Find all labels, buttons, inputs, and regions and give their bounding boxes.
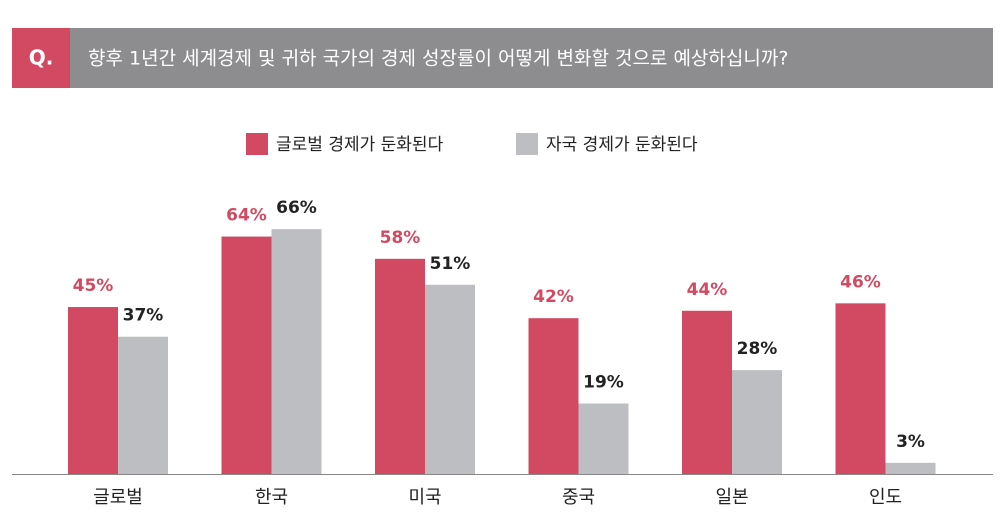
bar [528,318,579,474]
x-tick-label: 미국 [408,487,441,508]
legend-swatch [516,133,538,155]
value-label: 45% [73,276,114,296]
legend-label: 자국 경제가 둔화된다 [546,135,698,155]
legend-label: 글로벌 경제가 둔화된다 [276,135,444,155]
bar [271,229,322,474]
x-tick-label: 인도 [869,487,902,508]
bar [682,310,732,474]
value-label: 51% [430,254,471,274]
bar [732,370,782,474]
bar [425,284,475,474]
legend-swatch [246,133,268,155]
x-tick-label: 한국 [255,487,288,508]
bar [68,307,118,474]
value-label: 37% [123,306,164,326]
value-label: 46% [840,272,881,292]
value-label: 19% [583,373,624,393]
value-label: 3% [896,432,925,452]
value-label: 28% [737,339,778,359]
question-label: Q. [29,46,54,70]
header-bar [12,28,993,88]
bar [835,303,886,474]
value-label: 42% [533,287,574,307]
question-box [12,28,70,88]
x-tick-label: 일본 [715,487,748,508]
value-label: 64% [226,206,267,226]
value-label: 66% [276,198,317,218]
x-tick-label: 중국 [562,487,595,508]
bar [375,258,425,474]
value-label: 58% [380,228,421,248]
x-tick-label: 글로벌 [93,487,143,508]
bar [118,336,168,474]
bar [885,462,936,474]
chart-title: 향후 1년간 세계경제 및 귀하 국가의 경제 성장률이 어떻게 변화할 것으로… [88,48,788,70]
bar [221,236,272,474]
bar [578,403,629,474]
value-label: 44% [687,280,728,300]
